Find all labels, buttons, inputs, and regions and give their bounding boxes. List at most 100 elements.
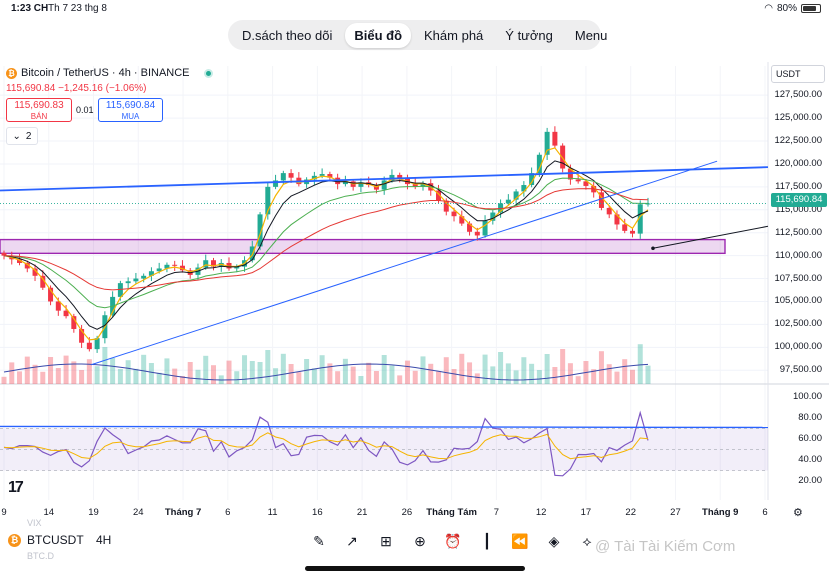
legend-price: 115,690.84 [6,83,56,94]
volume-bar-67 [521,357,527,384]
buy-label: MUA [121,112,140,121]
replay-icon[interactable]: ⏪ [511,533,529,549]
volume-bar-40 [311,368,317,384]
time-tick-8: 21 [356,507,368,518]
sell-label: BÁN [30,112,48,121]
ema-mid-line [3,177,648,309]
indicator-icon[interactable]: ↗ [346,533,358,549]
projection-arrow [652,225,769,249]
candle-body-34 [265,186,271,215]
candle-body-17 [133,278,139,282]
time-tick-2: 19 [88,507,99,518]
volume-bar-24 [187,362,193,384]
nav-tab-0[interactable]: D.sách theo dõi [242,27,333,43]
volume-bar-61 [474,373,480,384]
volume-bar-43 [335,371,341,384]
time-tick-1: 14 [43,507,55,518]
currency-select[interactable]: USDT [771,65,825,83]
drawing-tool-icon[interactable]: ⟡ [582,533,592,549]
candle-body-80 [622,224,628,231]
upper-trendline [0,166,769,192]
candle-body-7 [55,301,61,311]
nav-tab-1[interactable]: Biểu đồ [345,22,412,48]
candle-icon[interactable]: ┃ [482,533,492,549]
nav-tab-2[interactable]: Khám phá [424,27,484,43]
candle-body-67 [521,185,527,192]
indicators-toggle[interactable]: ⌄ 2 [6,127,38,145]
volume-bar-42 [327,363,333,384]
volume-bar-2 [17,371,23,384]
candle-body-51 [397,174,403,179]
time-tick-12: 12 [535,507,547,518]
support-zone [0,238,726,255]
symbol-button[interactable]: BTCUSDT [27,533,84,547]
time-tick-15: 27 [670,507,681,518]
volume-bar-73 [567,363,573,384]
bitcoin-symbol-icon: ₿ [8,534,21,547]
volume-bar-46 [358,376,364,384]
time-tick-13: 17 [580,507,592,518]
candle-body-72 [560,145,566,169]
time-tick-10: Tháng Tám [426,507,477,518]
time-tick-7: 16 [312,507,323,518]
axis-settings-icon[interactable]: ⚙ [793,507,803,519]
volume-bar-81 [629,369,635,384]
candle-body-30 [234,266,240,269]
volume-bar-33 [257,362,263,384]
candle-body-33 [257,214,263,247]
status-right: ◠ 80% [764,3,821,14]
candle-body-27 [210,260,216,267]
layout-icon[interactable]: ⊞ [380,533,392,549]
price-tick-1: 125,000.00 [774,112,822,124]
volume-bar-9 [71,361,77,384]
ema-slow-line [3,188,649,291]
volume-bar-21 [164,358,170,384]
tradingview-logo-icon: 17 [8,479,24,496]
price-tick-7: 110,000.00 [775,249,822,261]
battery-icon [801,4,821,13]
price-chart[interactable] [0,62,829,524]
candle-body-61 [474,231,480,236]
status-bar: 1:23 CH Th 7 23 thg 8 ◠ 80% [0,0,829,18]
home-indicator [305,566,525,571]
volume-bar-35 [273,368,279,384]
alarm-icon[interactable]: ⏰ [444,533,462,549]
timeframe-button[interactable]: 4H [96,533,112,547]
candle-body-81 [629,230,635,234]
nav-tab-4[interactable]: Menu [574,27,608,43]
volume-bar-47 [366,362,372,384]
rsi-tick-0: 100.00 [792,391,822,402]
candle-body-56 [436,190,442,201]
candle-body-59 [459,216,465,224]
rsi-tick-4: 20.00 [798,475,822,486]
chevron-down-icon: ⌄ [12,130,21,142]
candle-body-53 [412,184,418,187]
candle-body-78 [606,207,612,215]
volume-bar-83 [645,365,651,384]
volume-bar-58 [451,369,457,384]
candle-body-49 [381,180,387,190]
wifi-icon: ◠ [764,3,773,14]
volume-bar-19 [148,363,154,384]
sell-button[interactable]: 115,690.83 BÁN [6,98,72,122]
candle-body-16 [125,281,131,284]
plus-circle-icon[interactable]: ⊕ [414,533,426,549]
nav-tab-3[interactable]: Ý tưởng [505,27,553,43]
price-tick-3: 120,000.00 [774,157,822,169]
volume-bar-23 [179,376,185,384]
buy-button[interactable]: 115,690.84 MUA [98,98,163,122]
market-status-icon [203,68,213,78]
candle-body-46 [358,182,364,187]
candle-body-62 [482,220,488,236]
volume-bar-11 [86,359,92,384]
candle-body-64 [498,203,504,213]
pen-icon[interactable]: ✎ [313,533,325,549]
candle-body-4 [32,268,38,276]
rsi-tick-1: 80.00 [798,412,822,423]
layers-icon[interactable]: ◈ [548,533,560,549]
candle-body-63 [490,212,496,221]
time-tick-16: Tháng 9 [702,507,739,518]
price-tick-10: 102,500.00 [774,318,822,330]
candle-body-75 [583,181,589,186]
candle-body-70 [544,131,550,155]
